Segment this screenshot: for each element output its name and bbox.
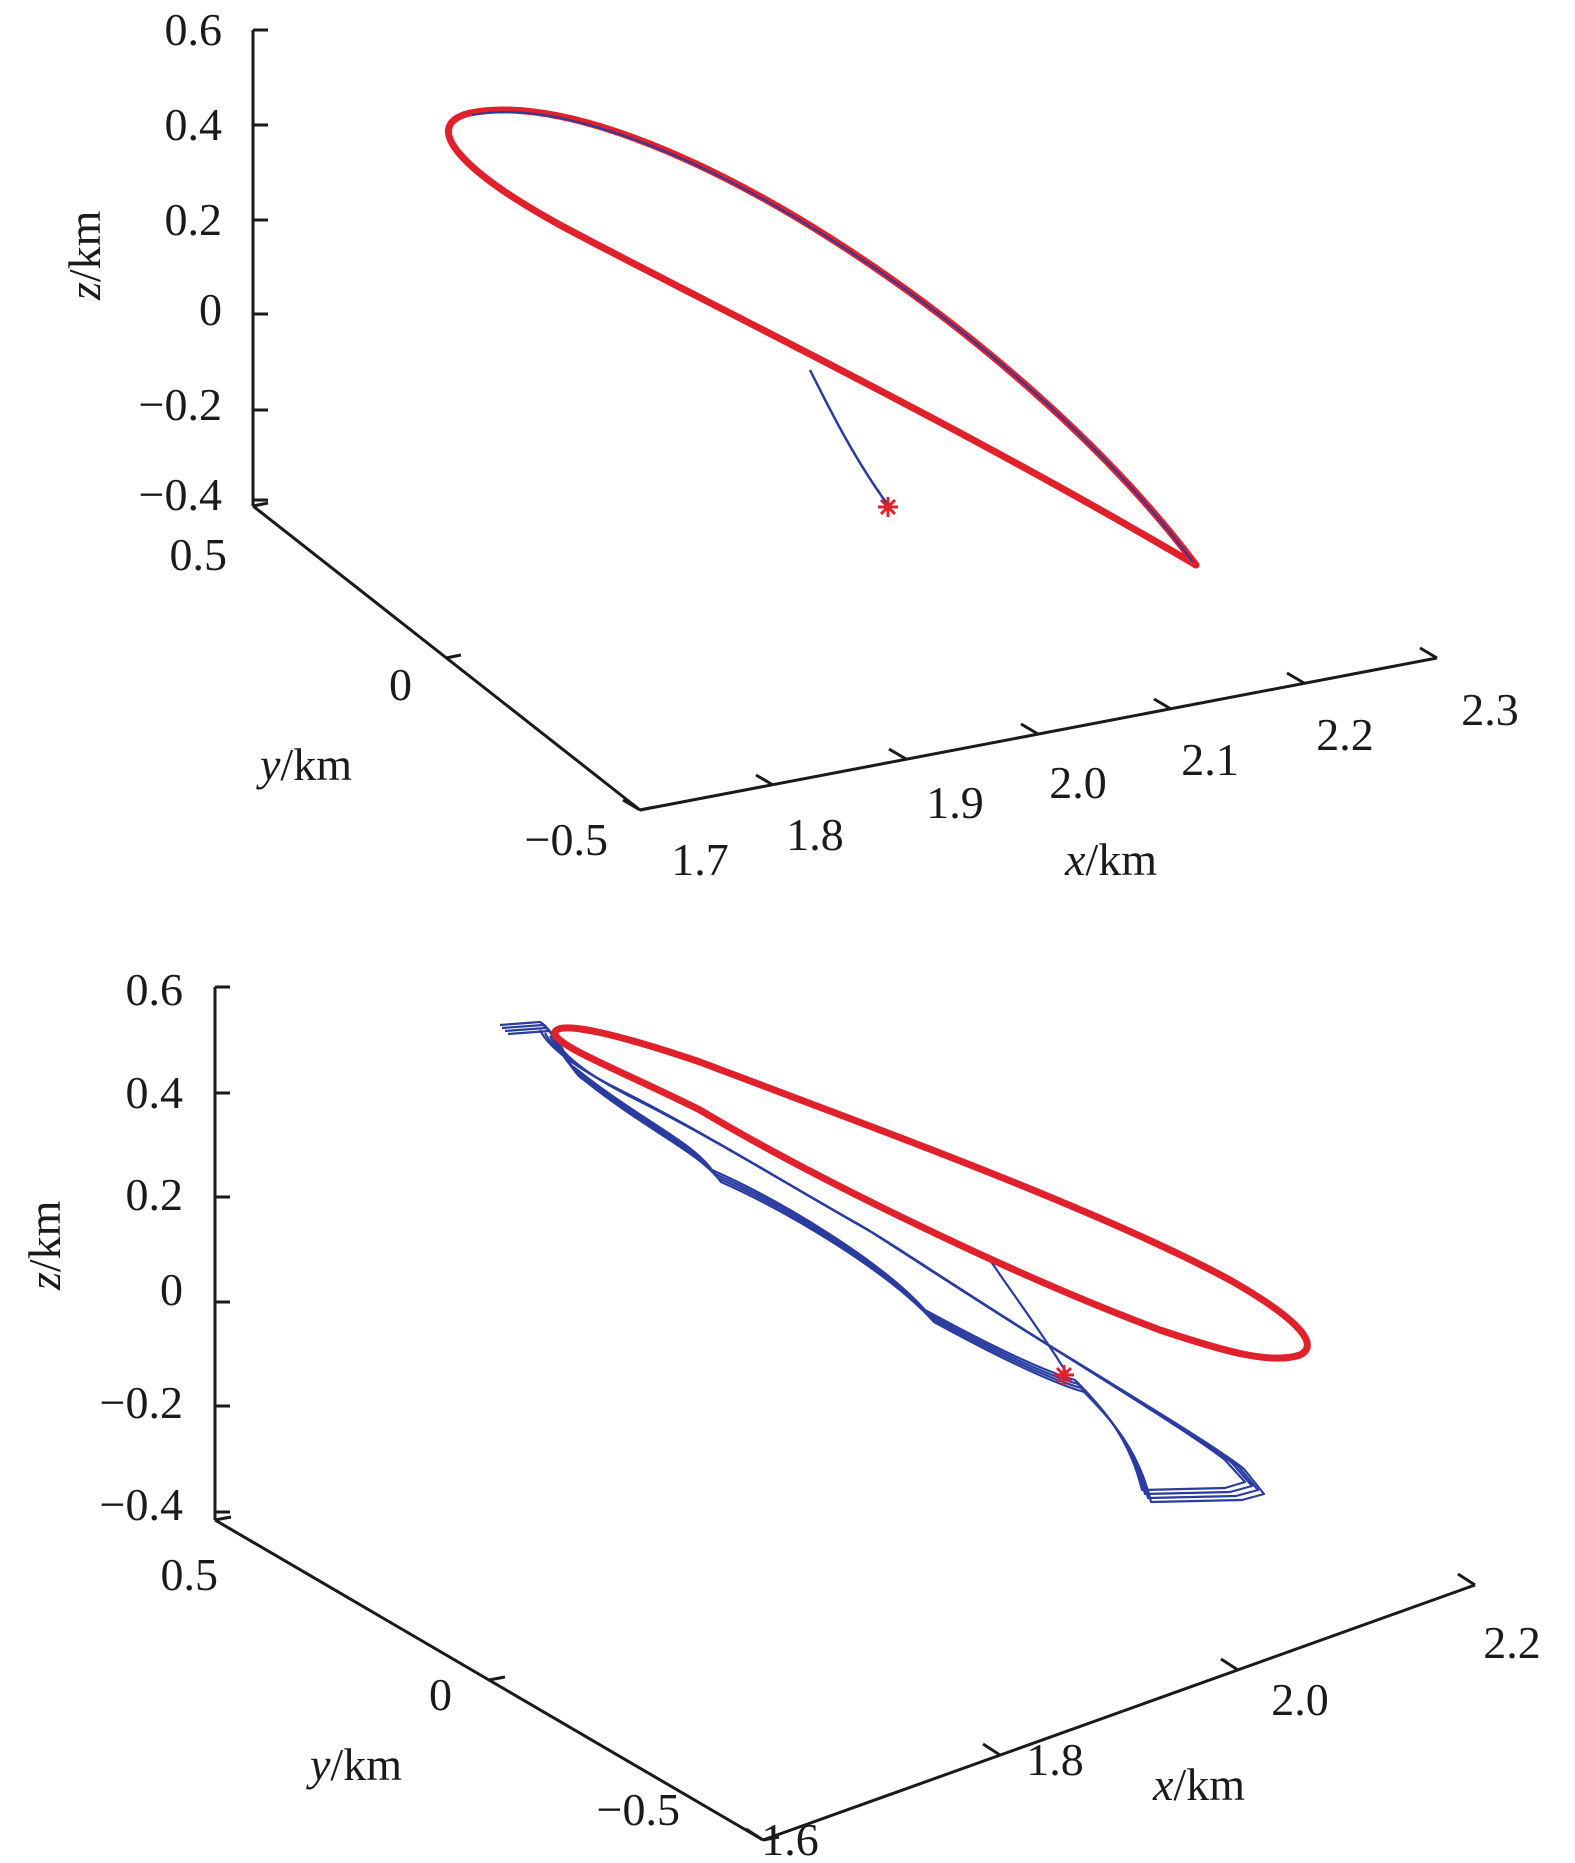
x-axis-title: x/km (1064, 834, 1157, 885)
x-tick-label: 2.2 (1316, 709, 1374, 760)
x-tick (745, 1827, 764, 1842)
y-tick-label: 0 (389, 659, 412, 710)
y-tick (488, 1675, 506, 1682)
z-tick-label: 0.2 (165, 194, 223, 245)
x-tick (982, 1742, 1001, 1757)
x-tick (1457, 1572, 1476, 1587)
z-axis-title: z/km (19, 1200, 70, 1291)
controlled-trajectory-top (471, 111, 1194, 563)
x-tick-label: 2.0 (1271, 1674, 1329, 1725)
start-marker-top (878, 497, 898, 517)
y-tick-label: 0.5 (161, 1549, 219, 1600)
y-axis-title: y/km (256, 739, 352, 790)
x-tick (755, 773, 774, 787)
x-tick-label: 1.7 (671, 834, 729, 885)
z-tick-label: 0 (160, 1264, 183, 1315)
y-tick (445, 653, 462, 660)
x-tick (1286, 671, 1305, 685)
y-tick (214, 1515, 232, 1522)
y-tick-label: 0 (429, 1669, 452, 1720)
reference-orbit-top (445, 106, 1200, 569)
z-tick-label: −0.2 (139, 379, 222, 430)
x-tick (1153, 697, 1172, 711)
controlled-trajectory-bottom (499, 1020, 1266, 1504)
x-tick-label: 2.3 (1461, 684, 1519, 735)
x-axis-bottom (762, 1583, 1476, 1842)
reference-orbit-bottom (551, 1024, 1311, 1362)
x-axis-title: x/km (1152, 1759, 1245, 1810)
y-tick-label: −0.5 (525, 814, 608, 865)
x-tick-label: 1.8 (1026, 1734, 1084, 1785)
x-tick (622, 798, 641, 812)
x-tick (1419, 646, 1438, 660)
z-tick-label: −0.4 (139, 469, 222, 520)
y-tick-label: −0.5 (597, 1784, 680, 1835)
z-tick-label: 0.6 (165, 4, 223, 55)
z-tick-label: 0.4 (165, 99, 223, 150)
transfer-arc-top (808, 369, 890, 506)
start-marker-bottom (1054, 1365, 1074, 1385)
z-tick-label: −0.2 (100, 1377, 183, 1428)
x-tick-label: 2.1 (1181, 734, 1239, 785)
x-tick (888, 747, 907, 761)
z-tick-label: −0.4 (100, 1479, 183, 1530)
z-axis-title: z/km (59, 210, 110, 301)
y-tick-label: 0.5 (170, 529, 228, 580)
y-tick (252, 501, 269, 508)
z-tick-label: 0.6 (126, 964, 184, 1015)
plot-top: 0.6 0.4 0.2 0 −0.2 −0.4 z/km 0.5 0 −0.5 … (59, 4, 1519, 885)
x-tick-label: 1.9 (926, 777, 984, 828)
x-tick (1020, 722, 1039, 736)
x-tick-label: 2.0 (1049, 757, 1107, 808)
z-tick-label: 0.2 (126, 1169, 184, 1220)
x-tick-label: 1.6 (761, 1814, 819, 1863)
y-axis-title: y/km (306, 1739, 402, 1790)
plot-bottom: 0.6 0.4 0.2 0 −0.2 −0.4 z/km 0.5 0 −0.5 … (19, 964, 1541, 1863)
x-tick-label: 2.2 (1483, 1617, 1541, 1668)
z-tick-label: 0.4 (126, 1067, 184, 1118)
x-tick (1220, 1657, 1239, 1672)
z-tick-label: 0 (199, 284, 222, 335)
x-tick-label: 1.8 (786, 809, 844, 860)
